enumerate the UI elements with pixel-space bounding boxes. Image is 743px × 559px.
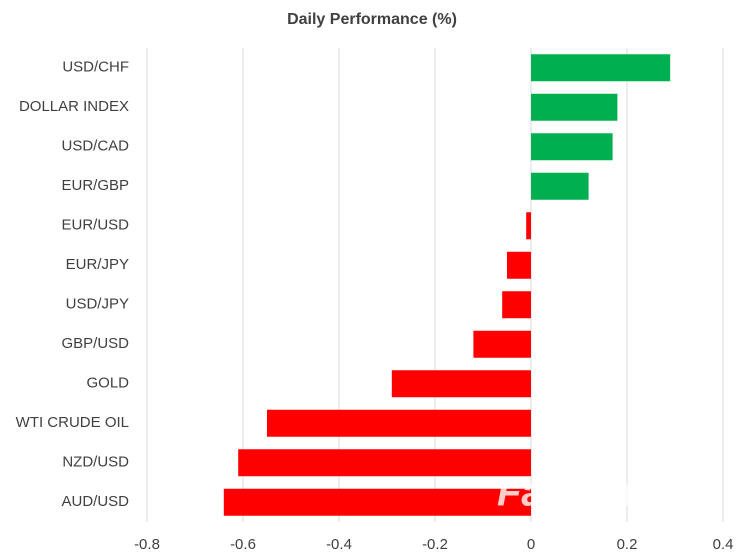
bar xyxy=(526,212,531,240)
x-tick-label: -0.2 xyxy=(422,536,448,553)
y-tick-label: WTI CRUDE OIL xyxy=(16,414,129,431)
bar xyxy=(531,93,618,121)
y-tick-label: USD/JPY xyxy=(66,296,129,313)
y-tick-label: EUR/USD xyxy=(61,217,129,234)
x-tick-label: -0.6 xyxy=(230,536,256,553)
bar xyxy=(391,370,531,398)
bar xyxy=(267,409,531,437)
y-tick-label: AUD/USD xyxy=(61,493,129,510)
y-tick-label: EUR/GBP xyxy=(61,177,129,194)
watermark: FastBull xyxy=(497,471,656,515)
y-tick-label: USD/CHF xyxy=(62,59,129,76)
y-tick-label: DOLLAR INDEX xyxy=(19,98,129,115)
bar xyxy=(531,54,671,82)
y-tick-label: GOLD xyxy=(86,375,129,392)
bar xyxy=(223,488,532,516)
x-tick-label: 0 xyxy=(527,536,535,553)
bar xyxy=(507,251,531,279)
x-tick-label: 0.2 xyxy=(617,536,638,553)
bar xyxy=(531,133,613,161)
x-tick-label: 0.4 xyxy=(713,536,734,553)
bar xyxy=(238,449,531,477)
y-tick-label: NZD/USD xyxy=(62,454,129,471)
y-tick-label: GBP/USD xyxy=(61,335,129,352)
bar xyxy=(502,291,531,319)
x-tick-label: -0.4 xyxy=(326,536,352,553)
chart-title: Daily Performance (%) xyxy=(287,11,457,28)
bar xyxy=(531,172,589,200)
x-tick-label: -0.8 xyxy=(134,536,160,553)
y-tick-label: EUR/JPY xyxy=(66,256,129,273)
bar xyxy=(473,330,531,358)
y-tick-label: USD/CAD xyxy=(61,138,129,155)
